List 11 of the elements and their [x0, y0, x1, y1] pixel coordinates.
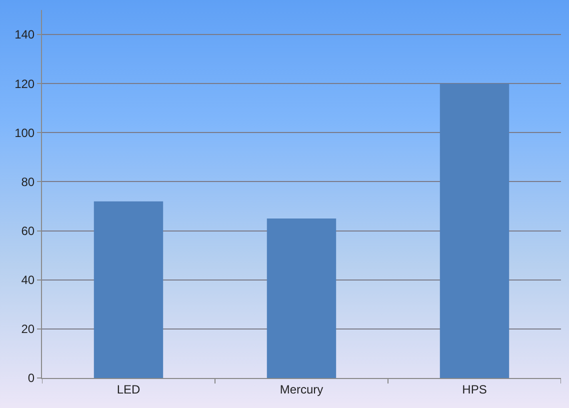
- y-tick-label: 140: [14, 28, 35, 42]
- x-tick-label: Mercury: [280, 382, 324, 396]
- y-tick-label: 0: [28, 371, 35, 386]
- y-tick-label: 60: [21, 224, 35, 238]
- y-tick-label: 100: [14, 126, 35, 140]
- y-tick-label: 120: [14, 76, 35, 91]
- y-tick-label: 80: [21, 174, 35, 189]
- y-tick-label: 40: [21, 273, 35, 288]
- x-tick-label: HPS: [462, 382, 487, 396]
- y-tick-label: 20: [21, 322, 35, 336]
- x-tick-label: LED: [116, 382, 141, 396]
